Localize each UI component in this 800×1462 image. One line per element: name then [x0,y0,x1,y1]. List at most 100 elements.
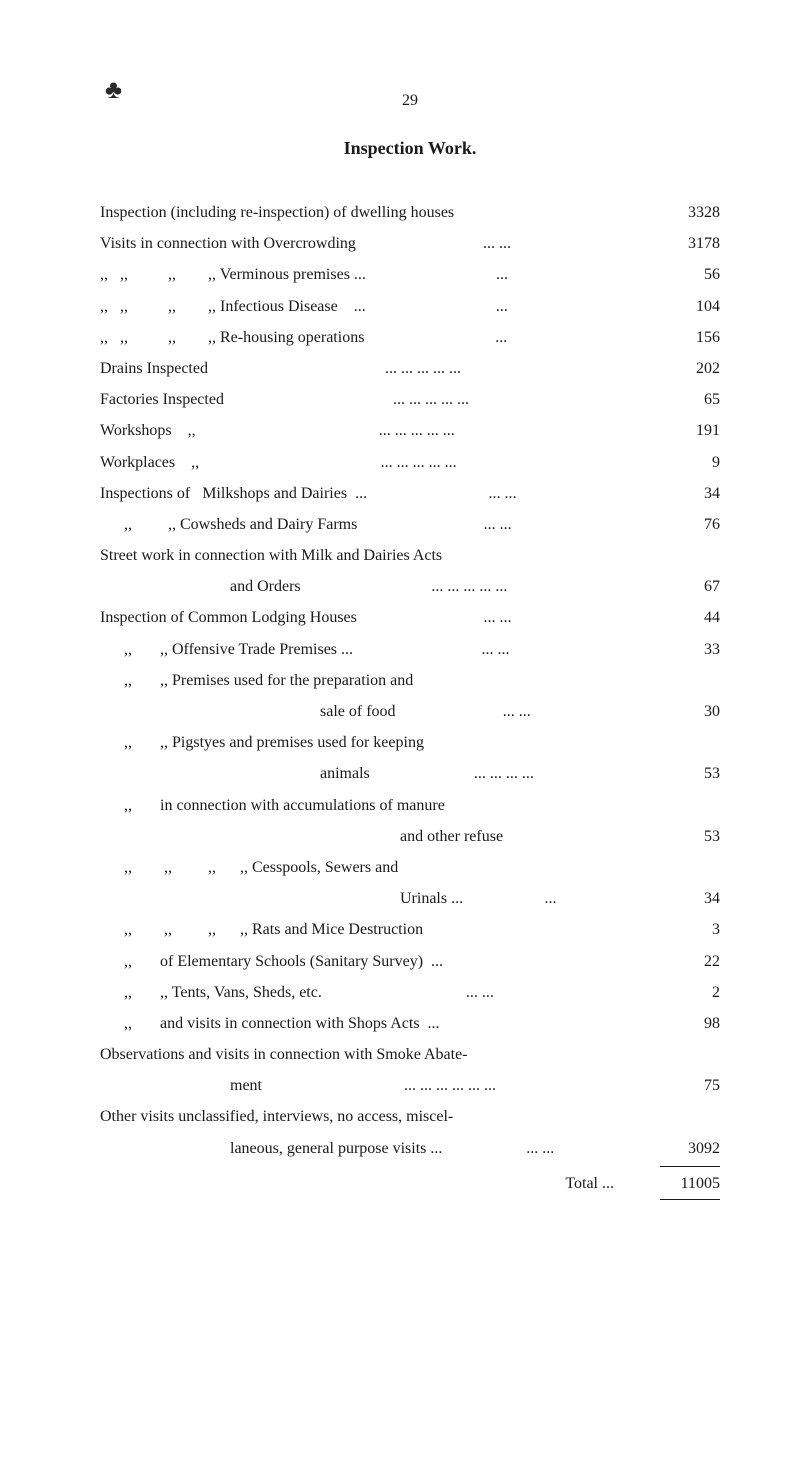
entry-label: Workplaces ,, [100,447,199,478]
page-ornament: ♣ [105,75,122,105]
entry-value: 9 [638,447,720,478]
entry-label: Visits in connection with Overcrowding [100,228,356,259]
entry-value: 3092 [638,1133,720,1164]
entry-row: ,, of Elementary Schools (Sanitary Surve… [100,946,720,977]
entry-leaders: ... [366,291,638,322]
entry-label: animals [100,758,370,789]
entry-continuation: ment... ... ... ... ... ...75 [100,1070,720,1101]
entry-leaders: ... ... ... ... ... [224,384,638,415]
entry-value: 202 [638,353,720,384]
entry-leaders: ... ... [367,478,638,509]
entry-label: ,, ,, ,, ,, Cesspools, Sewers and [100,852,398,883]
entry-label: Other visits unclassified, interviews, n… [100,1101,453,1132]
entry-leaders: ... ... ... ... ... ... [262,1070,638,1101]
entry-label: Observations and visits in connection wi… [100,1039,468,1070]
entry-continuation: and Orders... ... ... ... ...67 [100,571,720,602]
entry-label: Inspection (including re-inspection) of … [100,197,454,228]
entry-row: ,, ,, Cowsheds and Dairy Farms... ...76 [100,509,720,540]
entry-label: Urinals ... [100,883,463,914]
entry-row: ,, ,, Premises used for the preparation … [100,665,720,696]
entry-value: 44 [638,602,720,633]
entry-value: 30 [638,696,720,727]
entry-leaders: ... [463,883,638,914]
entry-leaders: ... ... [322,977,638,1008]
entry-label: Inspections of Milkshops and Dairies ... [100,478,367,509]
entry-label: ,, and visits in connection with Shops A… [100,1008,440,1039]
entry-row: ,, and visits in connection with Shops A… [100,1008,720,1039]
entry-label: Street work in connection with Milk and … [100,540,442,571]
entry-row: Inspection (including re-inspection) of … [100,197,720,228]
entry-label: Factories Inspected [100,384,224,415]
entry-label: ,, ,, Tents, Vans, Sheds, etc. [100,977,322,1008]
entry-leaders: ... ... ... ... [370,758,638,789]
entry-label: ,, ,, Premises used for the preparation … [100,665,413,696]
entry-value: 3328 [638,197,720,228]
entry-row: ,, ,, Pigstyes and premises used for kee… [100,727,720,758]
entry-row: ,, in connection with accumulations of m… [100,790,720,821]
entry-label: ,, ,, Cowsheds and Dairy Farms [100,509,357,540]
entry-leaders: ... ... ... ... ... [301,571,638,602]
inspection-entries: Inspection (including re-inspection) of … [100,197,720,1164]
entry-leaders: ... ... [357,602,638,633]
entry-row: ,, ,, ,, ,, Re-housing operations...156 [100,322,720,353]
entry-label: sale of food [100,696,396,727]
entry-value: 75 [638,1070,720,1101]
entry-value: 53 [638,821,720,852]
entry-label: and Orders [100,571,301,602]
entry-label: ,, of Elementary Schools (Sanitary Surve… [100,946,443,977]
entry-value: 76 [638,509,720,540]
entry-leaders: ... ... [356,228,638,259]
entry-label: laneous, general purpose visits ... [100,1133,442,1164]
entry-value: 191 [638,415,720,446]
entry-value: 34 [638,478,720,509]
entry-value: 56 [638,259,720,290]
entry-leaders: ... ... ... ... ... [208,353,638,384]
entry-continuation: sale of food... ...30 [100,696,720,727]
entry-value: 65 [638,384,720,415]
entry-leaders: ... ... ... ... ... [199,447,638,478]
entry-row: Visits in connection with Overcrowding..… [100,228,720,259]
entry-continuation: animals... ... ... ...53 [100,758,720,789]
total-value: 11005 [638,1175,720,1193]
entry-label: and other refuse [100,821,503,852]
entry-value: 22 [638,946,720,977]
entry-leaders: ... ... [353,634,638,665]
entry-row: Workshops ,,... ... ... ... ...191 [100,415,720,446]
entry-value: 104 [638,291,720,322]
entry-label: ment [100,1070,262,1101]
entry-value: 53 [638,758,720,789]
entry-row: Other visits unclassified, interviews, n… [100,1101,720,1132]
entry-continuation: laneous, general purpose visits ...... .… [100,1133,720,1164]
entry-row: ,, ,, Tents, Vans, Sheds, etc.... ...2 [100,977,720,1008]
subtotal-rule [660,1166,720,1167]
entry-row: ,, ,, ,, ,, Verminous premises ......56 [100,259,720,290]
entry-value: 3178 [638,228,720,259]
entry-value: 67 [638,571,720,602]
total-rule [660,1199,720,1200]
entry-value: 3 [638,914,720,945]
entry-label: ,, ,, ,, ,, Rats and Mice Destruction [100,914,423,945]
entry-row: Observations and visits in connection wi… [100,1039,720,1070]
entry-row: Workplaces ,,... ... ... ... ...9 [100,447,720,478]
entry-label: ,, ,, ,, ,, Verminous premises ... [100,259,366,290]
entry-label: Workshops ,, [100,415,196,446]
entry-row: Inspection of Common Lodging Houses... .… [100,602,720,633]
entry-label: Drains Inspected [100,353,208,384]
entry-leaders: ... ... ... ... ... [196,415,638,446]
entry-continuation: and other refuse 53 [100,821,720,852]
entry-leaders: ... ... [442,1133,638,1164]
entry-row: ,, ,, Offensive Trade Premises ...... ..… [100,634,720,665]
entry-leaders: ... ... [357,509,638,540]
entry-label: ,, ,, ,, ,, Re-housing operations [100,322,364,353]
entry-value: 156 [638,322,720,353]
entry-row: ,, ,, ,, ,, Cesspools, Sewers and [100,852,720,883]
entry-leaders: ... [366,259,638,290]
entry-label: Inspection of Common Lodging Houses [100,602,357,633]
document-page: ♣ 29 Inspection Work. Inspection (includ… [0,0,800,1462]
entry-label: ,, in connection with accumulations of m… [100,790,445,821]
entry-leaders: ... ... [396,696,638,727]
page-number: 29 [100,92,720,110]
entry-label: ,, ,, Offensive Trade Premises ... [100,634,353,665]
entry-label: ,, ,, Pigstyes and premises used for kee… [100,727,424,758]
entry-label: ,, ,, ,, ,, Infectious Disease ... [100,291,366,322]
